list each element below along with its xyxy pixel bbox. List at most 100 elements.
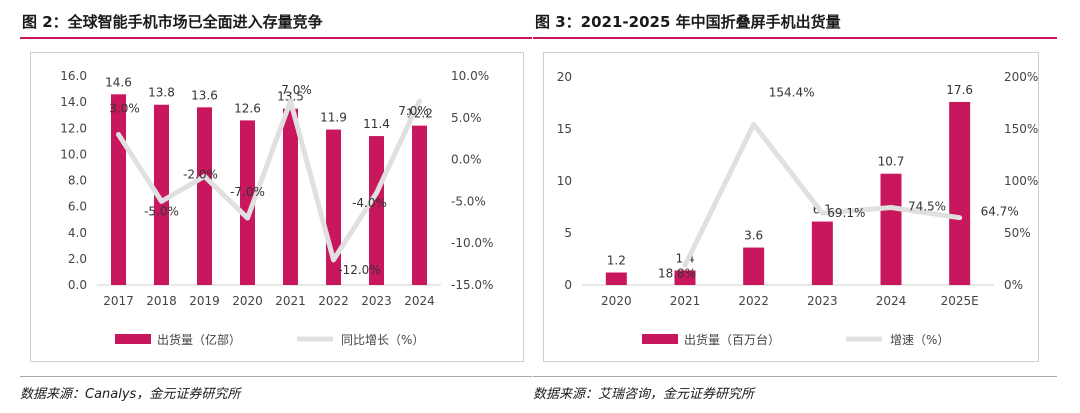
line-value-label: 154.4% [769, 85, 815, 99]
x-tick-label: 2020 [601, 294, 632, 308]
legend-bar-label: 出货量（亿部） [157, 332, 241, 347]
left-chart-area: 0.0 2.0 4.0 6.0 8.0 10.0 12.0 14.0 16.0 -15.0% -10… [30, 52, 524, 362]
y-left-tick-label: 6.0 [68, 200, 87, 214]
y-right-tick-label: 5.0% [451, 111, 482, 125]
left-source-note: 数据来源：Canalys，金元证券研究所 [20, 376, 532, 402]
line-value-label: -2.0% [183, 167, 218, 181]
line-value-label: -12.0% [338, 263, 380, 277]
x-tick-label: 2020 [232, 294, 263, 308]
bar-value-label: 10.7 [878, 155, 905, 169]
y-left-tick-label: 15 [557, 122, 572, 136]
right-figure-title: 图 3：2021-2025 年中国折叠屏手机出货量 [533, 0, 1057, 39]
x-tick-label: 2022 [738, 294, 769, 308]
line-value-label: 3.0% [109, 102, 140, 116]
y-right-tick-label: -5.0% [451, 194, 486, 208]
y-left-tick-label: 16.0 [60, 69, 87, 83]
left-figure-panel: 图 2：全球智能手机市场已全面进入存量竞争 0.0 2.0 4.0 6.0 8.0 10.… [20, 0, 532, 402]
y-left-tick-label: 12.0 [60, 121, 87, 135]
line-value-label: -7.0% [230, 185, 265, 199]
line-point [820, 211, 825, 216]
left-figure-title: 图 2：全球智能手机市场已全面进入存量竞争 [20, 0, 532, 39]
y-left-tick-label: 10 [557, 174, 572, 188]
y-right-tick-label: 150% [1004, 122, 1038, 136]
line-value-label: 69.1% [827, 206, 865, 220]
y-left-tick-label: 2.0 [68, 252, 87, 266]
bar [197, 107, 212, 285]
line-point [751, 122, 756, 127]
bar [240, 120, 255, 285]
bar [605, 272, 627, 285]
x-tick-label: 2025E [941, 294, 979, 308]
y-right-tick-label: 50% [1004, 226, 1031, 240]
bar-value-label: 11.4 [363, 117, 390, 131]
line-value-label: 18.8% [658, 266, 696, 280]
y-left-tick-label: 20 [557, 70, 572, 84]
y-left-tick-label: 8.0 [68, 174, 87, 188]
x-tick-label: 2018 [146, 294, 177, 308]
line-point [417, 99, 422, 104]
y-right-tick-label: -10.0% [451, 236, 493, 250]
x-tick-label: 2021 [275, 294, 306, 308]
y-right-tick-label: 0.0% [451, 153, 482, 167]
line-value-label: -5.0% [144, 204, 179, 218]
smartphone-shipments-chart: 0.0 2.0 4.0 6.0 8.0 10.0 12.0 14.0 16.0 -15.0% -10… [60, 69, 493, 347]
line-point [683, 263, 687, 268]
bar [283, 108, 298, 285]
bar-value-label: 13.5 [277, 90, 304, 104]
line-point [245, 216, 250, 221]
line-point [288, 99, 293, 104]
bar-value-label: 13.6 [191, 88, 218, 102]
y-left-tick-label: 0 [564, 278, 572, 292]
legend-line-label: 同比增长（%） [341, 333, 424, 347]
y-right-tick-label: 0% [1004, 278, 1023, 292]
y-right-tick-label: 10.0% [451, 69, 489, 83]
bar [674, 270, 696, 285]
x-tick-label: 2019 [189, 294, 220, 308]
bar-value-label: 11.9 [320, 111, 347, 125]
growth-line [116, 98, 422, 263]
line-point [957, 215, 962, 220]
x-tick-label: 2023 [361, 294, 392, 308]
bar [949, 101, 971, 286]
line-value-label: -4.0% [352, 196, 387, 210]
x-tick-label: 2021 [670, 294, 701, 308]
x-tick-label: 2017 [103, 294, 134, 308]
bar-value-label: 3.6 [744, 229, 763, 243]
line-point [116, 132, 121, 137]
legend-bar-label: 出货量（百万台） [684, 332, 780, 347]
legend-bar-swatch [642, 334, 678, 344]
x-tick-label: 2024 [404, 294, 435, 308]
y-left-tick-label: 5 [564, 226, 572, 240]
bar [811, 221, 833, 285]
y-left-tick-label: 10.0 [60, 147, 87, 161]
line-value-label: 7.0% [281, 83, 312, 97]
line-point [202, 174, 207, 179]
line-point [159, 199, 164, 204]
y-left-tick-label: 14.0 [60, 95, 87, 109]
line-value-label: 64.7% [981, 205, 1019, 219]
bar-value-label: 13.8 [148, 86, 175, 100]
y-left-tick-label: 0.0 [68, 278, 87, 292]
bar [412, 125, 427, 285]
y-right-tick-label: 100% [1004, 174, 1038, 188]
right-source-note: 数据来源：艾瑞咨询，金元证券研究所 [533, 376, 1057, 402]
right-chart-area: 0 5 10 15 20 0% 50% 100% 150% 200% 2020 1.2 2021 1.4 2… [543, 52, 1039, 362]
foldable-shipments-chart: 051015200%50%100%150%200%20201.220211.42… [557, 70, 1039, 347]
bar-value-label: 17.6 [946, 83, 973, 97]
right-figure-panel: 图 3：2021-2025 年中国折叠屏手机出货量 0 5 10 15 20 0% 50% 1… [533, 0, 1057, 402]
legend-bar-swatch [115, 334, 151, 344]
bar [154, 104, 169, 285]
legend-line-label: 增速（%） [890, 333, 949, 347]
y-left-tick-label: 4.0 [68, 226, 87, 240]
bar [369, 136, 384, 285]
x-tick-label: 2023 [807, 294, 838, 308]
line-value-label: 74.5% [908, 200, 946, 214]
bar [880, 173, 902, 285]
y-right-tick-label: 200% [1004, 70, 1038, 84]
y-right-tick-label: -15.0% [451, 278, 493, 292]
x-tick-label: 2024 [876, 294, 907, 308]
line-value-label: 7.0% [398, 104, 429, 118]
x-tick-label: 2022 [318, 294, 349, 308]
line-point [374, 191, 379, 196]
bar-value-label: 1.2 [607, 254, 626, 268]
